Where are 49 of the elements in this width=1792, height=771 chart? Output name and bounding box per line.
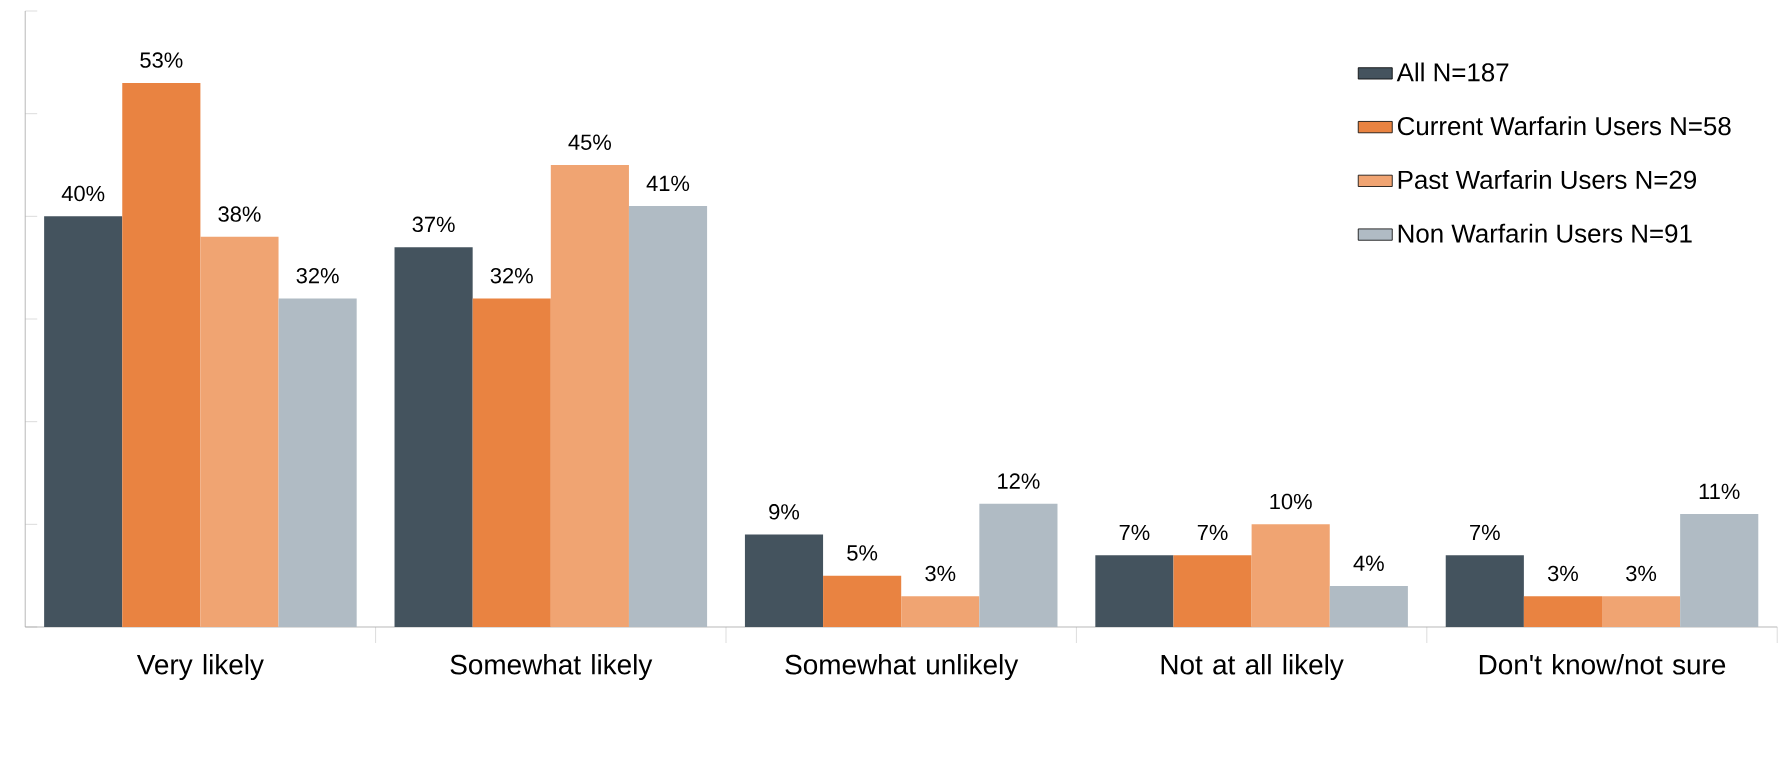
bar xyxy=(1329,585,1408,627)
bar xyxy=(1602,596,1681,627)
bar xyxy=(1445,555,1524,627)
data-label: 10% xyxy=(1270,493,1312,510)
legend-label: Past Warfarin Users N=29 xyxy=(1398,169,1697,189)
data-label: 32% xyxy=(296,267,339,284)
legend-label: All N=187 xyxy=(1396,62,1509,82)
bar xyxy=(278,298,357,627)
bar xyxy=(122,82,201,627)
bar xyxy=(1095,555,1174,627)
bar xyxy=(901,596,980,627)
bar xyxy=(1680,514,1759,627)
bar xyxy=(472,298,551,627)
data-label: 3% xyxy=(925,565,956,582)
data-label: 11% xyxy=(1699,483,1740,500)
x-tick-label: Somewhat likely xyxy=(450,654,653,681)
x-tick-label: Somewhat unlikely xyxy=(785,654,1019,681)
data-label: 4% xyxy=(1353,555,1384,571)
bar xyxy=(823,575,902,627)
bar xyxy=(744,534,824,627)
data-label: 7% xyxy=(1197,524,1228,541)
x-tick-label: Not at all likely xyxy=(1161,654,1344,681)
data-label: 38% xyxy=(218,206,261,222)
bar xyxy=(200,236,279,627)
data-label: 32% xyxy=(490,267,533,284)
data-label: 40% xyxy=(61,185,105,202)
bar xyxy=(979,503,1058,627)
data-label: 41% xyxy=(646,175,690,192)
data-label: 9% xyxy=(769,504,800,520)
bar xyxy=(628,206,708,627)
data-label: 12% xyxy=(998,473,1040,489)
bar xyxy=(550,165,629,627)
data-label: 3% xyxy=(1547,565,1578,582)
legend-label: Current Warfarin Users N=58 xyxy=(1397,116,1731,136)
x-tick-label: Very likely xyxy=(136,654,264,681)
bar xyxy=(1523,596,1603,627)
data-label: 53% xyxy=(140,52,183,68)
bar xyxy=(1251,524,1330,627)
legend-label: Non Warfarin Users N=91 xyxy=(1398,223,1692,243)
data-label: 7% xyxy=(1119,524,1150,541)
data-label: 7% xyxy=(1470,524,1500,541)
data-label: 5% xyxy=(847,545,878,561)
x-tick-label: Don't know/not sure xyxy=(1479,654,1726,675)
data-label: 37% xyxy=(412,216,455,233)
bar xyxy=(44,216,123,627)
bar xyxy=(1173,555,1252,627)
data-label: 3% xyxy=(1626,565,1657,582)
data-label: 45% xyxy=(568,134,611,150)
bar xyxy=(394,247,473,627)
